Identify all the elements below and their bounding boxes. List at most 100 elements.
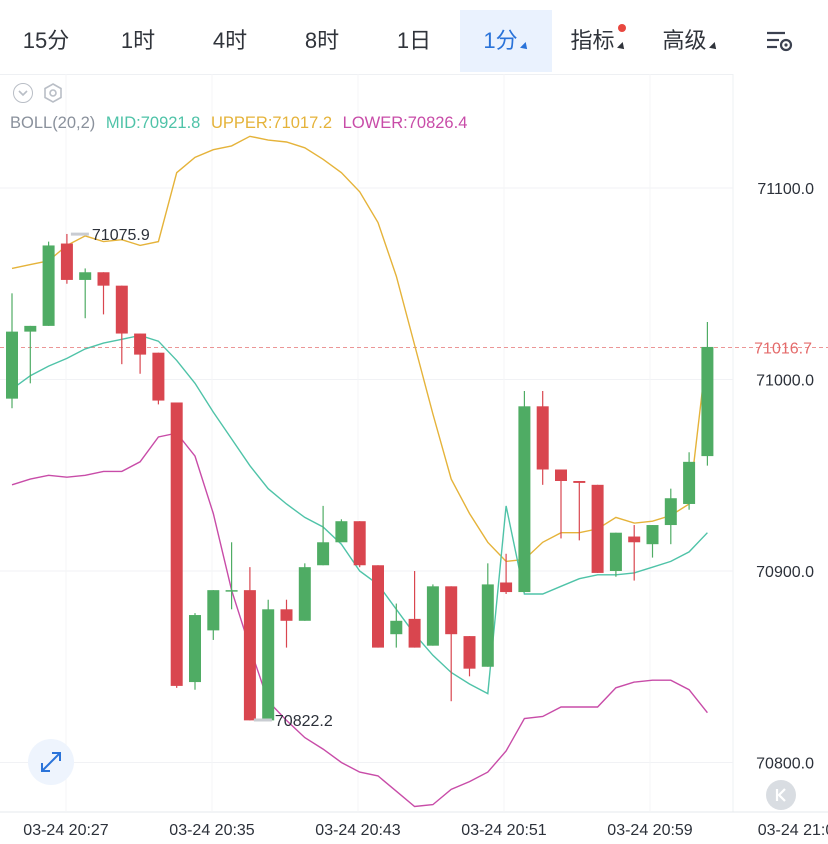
candlestick-chart[interactable]: 71100.0 71000.0 70900.0 70800.0 03-24 20:27 0… bbox=[0, 74, 828, 844]
y-tick-label: 71000.0 bbox=[756, 373, 814, 390]
expand-button[interactable] bbox=[28, 739, 74, 785]
boll-upper-line bbox=[11, 135, 709, 563]
candle-body bbox=[390, 620, 403, 635]
candle-body bbox=[79, 272, 92, 280]
candle-body bbox=[207, 590, 220, 631]
candle-down bbox=[170, 402, 183, 688]
tab-1hour[interactable]: 1时 bbox=[92, 10, 184, 72]
candle-down bbox=[60, 233, 73, 284]
candle-body bbox=[152, 352, 165, 401]
candle-up bbox=[207, 590, 220, 640]
candle-down bbox=[115, 285, 128, 365]
tab-advanced[interactable]: 高级 bbox=[644, 10, 736, 72]
tab-4hour[interactable]: 4时 bbox=[184, 10, 276, 72]
candle-down bbox=[152, 352, 165, 405]
candle-body bbox=[6, 331, 18, 399]
candle-body bbox=[701, 346, 714, 457]
candle-body bbox=[683, 461, 696, 504]
boll-mid-value: MID:70921.8 bbox=[105, 114, 201, 132]
candle-body bbox=[134, 333, 147, 355]
candle-body bbox=[24, 325, 37, 332]
candle-body bbox=[97, 272, 110, 286]
candle-body bbox=[518, 406, 531, 593]
gear-icon[interactable] bbox=[42, 82, 64, 104]
tab-label: 1时 bbox=[120, 28, 156, 53]
tab-label: 指标 bbox=[570, 28, 615, 53]
candle-down bbox=[591, 484, 604, 573]
candle-up bbox=[42, 241, 55, 326]
tab-label: 8时 bbox=[304, 28, 340, 53]
candle-up bbox=[426, 584, 439, 646]
x-tick-label: 03-24 20:51 bbox=[461, 822, 547, 839]
candle-body bbox=[243, 590, 256, 721]
tab-1min[interactable]: 1分 bbox=[460, 10, 552, 72]
skip-to-latest-button[interactable] bbox=[766, 780, 796, 810]
tab-15min[interactable]: 15分 bbox=[0, 10, 92, 72]
candle-body bbox=[60, 243, 73, 280]
candle-body bbox=[609, 532, 622, 571]
dropdown-corner-icon bbox=[519, 42, 530, 52]
timeframe-toolbar: 15分 1时 4时 8时 1日 1分 指标 高级 bbox=[0, 0, 828, 75]
candle-up bbox=[390, 603, 403, 648]
candle-up bbox=[609, 532, 622, 577]
candle-down bbox=[134, 333, 147, 374]
candle-up bbox=[701, 322, 714, 466]
candle-body bbox=[646, 525, 659, 545]
dropdown-corner-icon bbox=[616, 42, 627, 52]
tab-8hour[interactable]: 8时 bbox=[276, 10, 368, 72]
candle-down bbox=[463, 636, 476, 677]
candle-up bbox=[24, 325, 37, 384]
candle-body bbox=[372, 565, 384, 648]
candle-body bbox=[189, 615, 201, 683]
tab-indicators[interactable]: 指标 bbox=[552, 10, 644, 72]
candle-up bbox=[317, 505, 330, 566]
candle-body bbox=[298, 567, 311, 621]
tab-label: 4时 bbox=[212, 28, 248, 53]
expand-arrows-icon bbox=[41, 752, 61, 772]
candle-down bbox=[280, 599, 293, 648]
candle-body bbox=[426, 586, 439, 646]
current-price-label: 71016.7 bbox=[754, 341, 812, 358]
candle-down bbox=[97, 272, 110, 315]
boll-lower-value: LOWER:70826.4 bbox=[342, 114, 468, 132]
candle-body bbox=[353, 521, 366, 566]
candle-body bbox=[481, 584, 494, 667]
candle-body bbox=[170, 402, 183, 686]
candle-up bbox=[518, 390, 531, 593]
candle-body bbox=[664, 498, 677, 526]
candle-body bbox=[555, 469, 567, 481]
settings-list-icon[interactable] bbox=[763, 26, 797, 56]
skip-to-latest-icon bbox=[775, 788, 786, 802]
candle-body bbox=[262, 609, 275, 721]
x-tick-label: 03-24 20:35 bbox=[169, 822, 255, 839]
y-tick-label: 71100.0 bbox=[757, 181, 814, 198]
low-marker-label: 70822.2 bbox=[275, 713, 333, 730]
candle-down bbox=[243, 567, 256, 721]
y-tick-label: 70800.0 bbox=[756, 756, 814, 773]
candle-body bbox=[463, 636, 476, 669]
candle-up bbox=[6, 293, 18, 409]
candle-body bbox=[42, 245, 55, 326]
candle-body bbox=[335, 521, 348, 543]
tab-label: 1分 bbox=[483, 28, 518, 53]
candle-up bbox=[262, 599, 275, 721]
notification-dot-icon bbox=[618, 24, 626, 32]
tab-1day[interactable]: 1日 bbox=[368, 10, 460, 72]
dropdown-corner-icon bbox=[708, 42, 719, 52]
tab-label: 1日 bbox=[396, 28, 432, 53]
candle-body bbox=[408, 618, 421, 648]
boll-lower-line bbox=[11, 432, 708, 808]
candle-body bbox=[280, 609, 293, 621]
candle-body bbox=[536, 406, 549, 470]
candle-up bbox=[481, 563, 494, 667]
candle-down bbox=[536, 390, 549, 485]
candle-body bbox=[628, 536, 641, 543]
price-axis-panel bbox=[733, 74, 828, 812]
collapse-chevron-icon[interactable] bbox=[13, 83, 33, 103]
candle-down bbox=[573, 480, 586, 541]
candle-down bbox=[408, 571, 421, 648]
high-marker-label: 71075.9 bbox=[92, 227, 150, 244]
boll-legend: BOLL(20,2) MID:70921.8 UPPER:71017.2 LOW… bbox=[10, 114, 473, 133]
candle-up bbox=[664, 488, 677, 545]
candle-body bbox=[445, 586, 458, 635]
